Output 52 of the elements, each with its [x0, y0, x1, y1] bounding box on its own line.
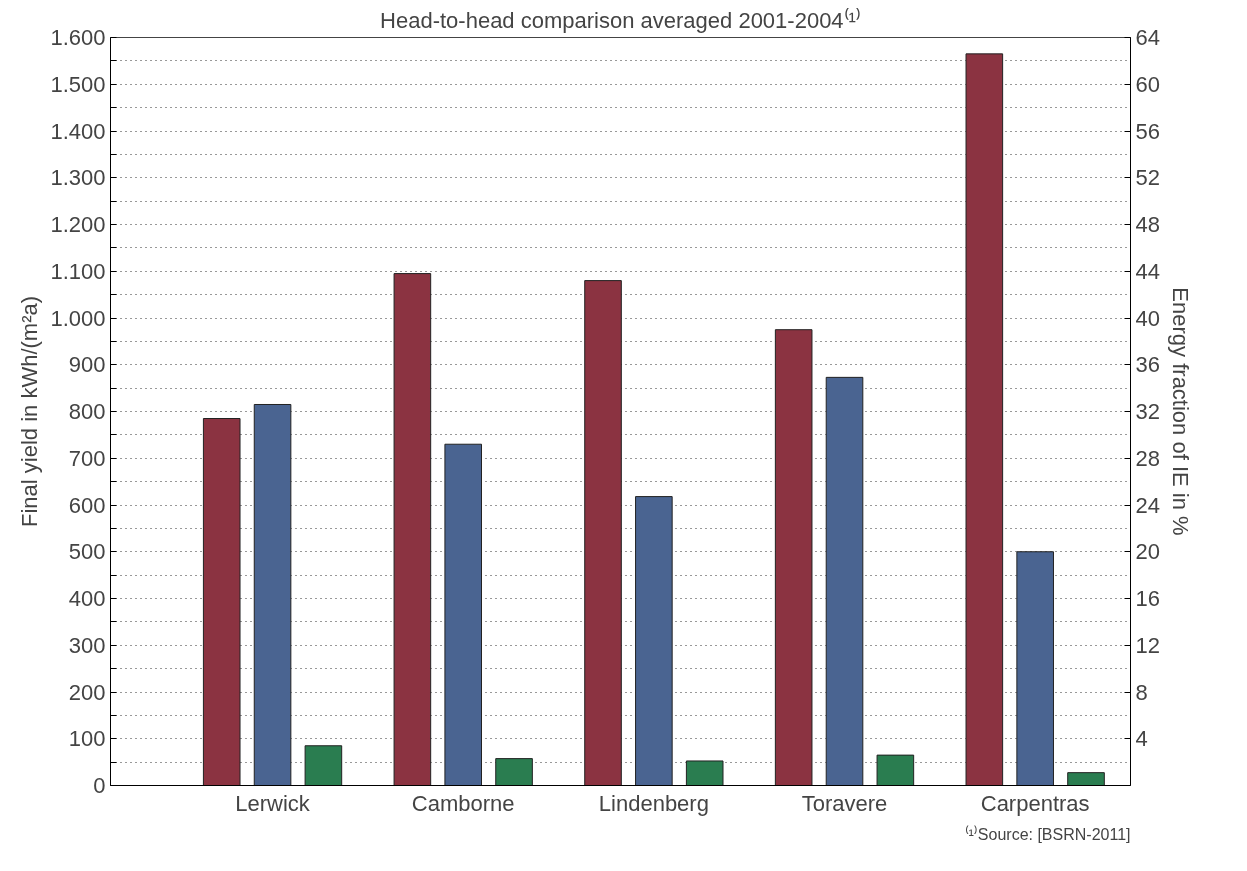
y-axis-title: Final yield in kWh/(m²a)	[17, 295, 43, 528]
y-tick-label: 400	[68, 586, 106, 611]
y2-tick-label: 20	[1135, 539, 1160, 565]
x-tick-label: Toravere	[801, 790, 888, 816]
y2-tick-label: 24	[1135, 492, 1160, 518]
y2-tick-label: 44	[1135, 258, 1160, 284]
y-tick-label: 500	[68, 539, 106, 565]
x-tick-label: Lerwick	[235, 790, 311, 816]
y-tick-label: 700	[68, 445, 106, 471]
y2-tick-label: 52	[1135, 165, 1160, 191]
y-tick-label: 1.000	[50, 305, 106, 331]
y-tick-label: 1.500	[50, 71, 106, 97]
bar	[444, 443, 483, 786]
y-tick-label: 900	[68, 352, 106, 378]
y-tick-label: 200	[68, 679, 106, 705]
chart-title: Head-to-head comparison averaged 2001-2004⁽¹⁾	[380, 7, 861, 33]
y-tick-label: 1.200	[50, 212, 106, 237]
y2-tick-label: 4	[1135, 726, 1148, 752]
y-tick-label: 100	[68, 726, 106, 752]
bar	[1016, 551, 1054, 786]
y2-tick-label: 8	[1135, 679, 1148, 705]
y2-tick-label: 56	[1135, 118, 1160, 144]
y2-tick-label: 48	[1135, 212, 1160, 237]
y-tick-label: 0	[93, 773, 106, 798]
y2-tick-label: 32	[1135, 399, 1160, 424]
y-tick-label: 1.300	[50, 165, 106, 191]
y-tick-label: 300	[68, 632, 106, 658]
y-tick-label: 1.400	[50, 118, 106, 144]
y2-tick-label: 12	[1135, 632, 1160, 658]
bar	[825, 376, 864, 786]
x-tick-label: Lindenberg	[598, 790, 709, 816]
y2-tick-label: 40	[1135, 305, 1160, 331]
y2-tick-label: 16	[1135, 586, 1160, 611]
y2-tick-label: 28	[1135, 445, 1160, 471]
text: ⁽¹⁾Source: [BSRN-2011]	[964, 824, 1131, 843]
bar	[965, 53, 1004, 786]
y-tick-label: 600	[68, 492, 106, 518]
bar	[253, 403, 292, 786]
bar	[635, 496, 673, 786]
y-tick-label: 800	[68, 399, 106, 424]
y2-tick-label: 60	[1135, 71, 1160, 97]
x-tick-label: Carpentras	[980, 790, 1090, 816]
y-tick-label: 1.100	[50, 258, 106, 284]
y-tick-label: 1.600	[50, 25, 106, 50]
x-tick-label: Camborne	[411, 790, 515, 816]
y2-axis-title: Energy fraction of IE in %	[1167, 287, 1193, 536]
bar	[393, 273, 432, 786]
bar	[774, 329, 813, 786]
bar	[584, 280, 622, 786]
y2-tick-label: 64	[1135, 25, 1160, 50]
bar	[202, 418, 241, 786]
y2-tick-label: 36	[1135, 352, 1160, 378]
